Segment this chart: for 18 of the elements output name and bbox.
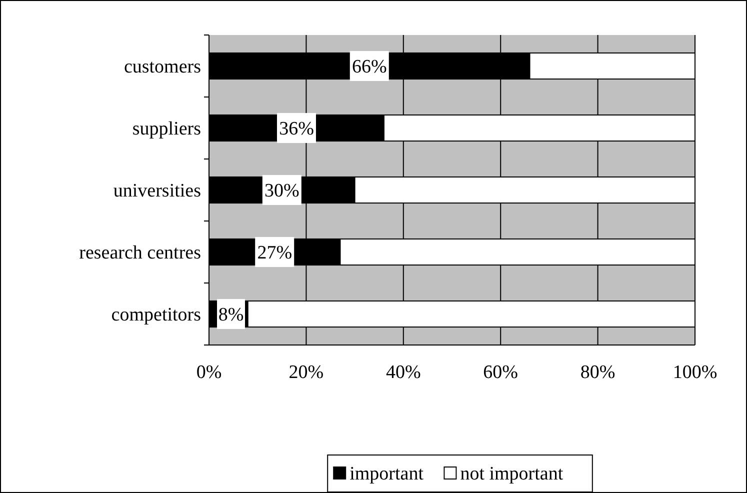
- y-tick-label: customers: [124, 56, 201, 78]
- data-label: 66%: [352, 56, 387, 78]
- data-label: 8%: [218, 304, 244, 326]
- x-tick-label: 80%: [580, 362, 616, 383]
- x-tick-label: 0%: [196, 362, 222, 383]
- data-label: 36%: [279, 118, 314, 140]
- x-tick-label: 40%: [386, 362, 421, 383]
- y-tick-label: suppliers: [132, 118, 201, 140]
- data-label: 27%: [257, 242, 292, 264]
- x-tick-label: 20%: [288, 362, 324, 383]
- y-tick-label: research centres: [79, 242, 201, 264]
- data-label: 30%: [264, 180, 300, 202]
- x-tick-label: 100%: [672, 362, 718, 383]
- legend-label: important: [350, 464, 424, 485]
- x-tick-label: 60%: [483, 362, 518, 383]
- y-tick-label: universities: [113, 180, 201, 202]
- legend-label: not important: [460, 464, 564, 485]
- y-tick-label: competitors: [111, 304, 201, 326]
